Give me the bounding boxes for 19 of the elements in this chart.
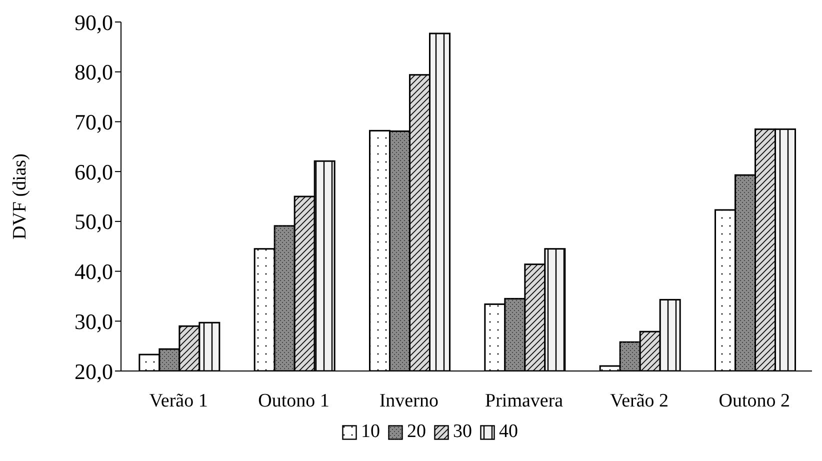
x-tick-label: Verão 2 — [610, 390, 669, 412]
y-tick-label: 20,0 — [74, 358, 113, 384]
y-axis-title: DVF (dias) — [10, 153, 31, 240]
y-tick-label: 90,0 — [74, 10, 113, 35]
legend-label: 40 — [499, 421, 518, 443]
y-tick-label: 80,0 — [74, 60, 113, 85]
x-tick-label: Outono 1 — [258, 390, 330, 412]
x-tick-label: Verão 1 — [149, 390, 208, 412]
y-tick-label: 30,0 — [74, 308, 113, 334]
y-tick-label: 70,0 — [74, 110, 113, 135]
legend-label: 30 — [453, 421, 472, 443]
y-tick-label: 50,0 — [74, 209, 113, 234]
x-tick-label: Inverno — [379, 390, 438, 412]
x-tick-label: Outono 2 — [718, 390, 790, 412]
legend-label: 20 — [407, 421, 426, 443]
y-tick-label: 60,0 — [74, 159, 113, 184]
legend-label: 10 — [361, 421, 380, 443]
x-tick-label: Primavera — [485, 390, 564, 412]
y-tick-label: 40,0 — [74, 259, 113, 284]
